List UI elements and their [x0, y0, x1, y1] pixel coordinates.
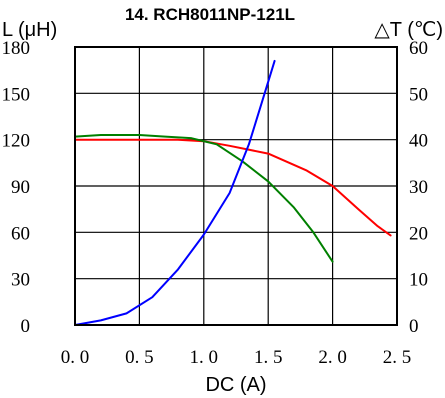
y-left-tick-label: 120: [2, 131, 31, 152]
x-tick-label: 2. 5: [383, 347, 412, 368]
y-right-tick-label: 30: [409, 177, 428, 198]
series-line-3: [74, 59, 276, 326]
y-right-tick-label: 0: [409, 316, 419, 337]
x-tick-label: 2. 0: [318, 347, 347, 368]
x-tick-label: 0. 5: [125, 347, 154, 368]
plot-frame: [74, 46, 398, 326]
y-right-tick-label: 40: [409, 131, 428, 152]
y-left-tick-label: 180: [2, 38, 31, 59]
y-left-tick-label: 0: [21, 316, 31, 337]
grid: [75, 47, 397, 325]
series-lines: [74, 59, 392, 326]
chart-title: 14. RCH8011NP-121L: [125, 5, 295, 24]
y-left-tick-label: 90: [11, 177, 30, 198]
y-right-tick-label: 20: [409, 223, 428, 244]
y-left-tick-label: 150: [2, 84, 31, 105]
series-line-2: [74, 134, 334, 263]
x-tick-label: 1. 5: [254, 347, 283, 368]
x-tick-label: 1. 0: [190, 347, 219, 368]
y-right-tick-label: 60: [409, 38, 428, 59]
y-left-tick-label: 30: [11, 270, 30, 291]
x-axis-label: DC (A): [205, 374, 266, 396]
y-right-tick-label: 50: [409, 84, 428, 105]
series-line-1: [74, 138, 392, 237]
y-right-tick-label: 10: [409, 270, 428, 291]
y-axis-left-label: L (μH): [2, 19, 57, 41]
y-axis-right-label: △T (℃): [374, 19, 443, 41]
tick-labels: 0. 0 0. 5 1. 0 1. 5 2. 0 2. 5 0 30 60 90 120 150 180…: [2, 38, 429, 368]
x-tick-label: 0. 0: [61, 347, 90, 368]
y-left-tick-label: 60: [11, 223, 30, 244]
